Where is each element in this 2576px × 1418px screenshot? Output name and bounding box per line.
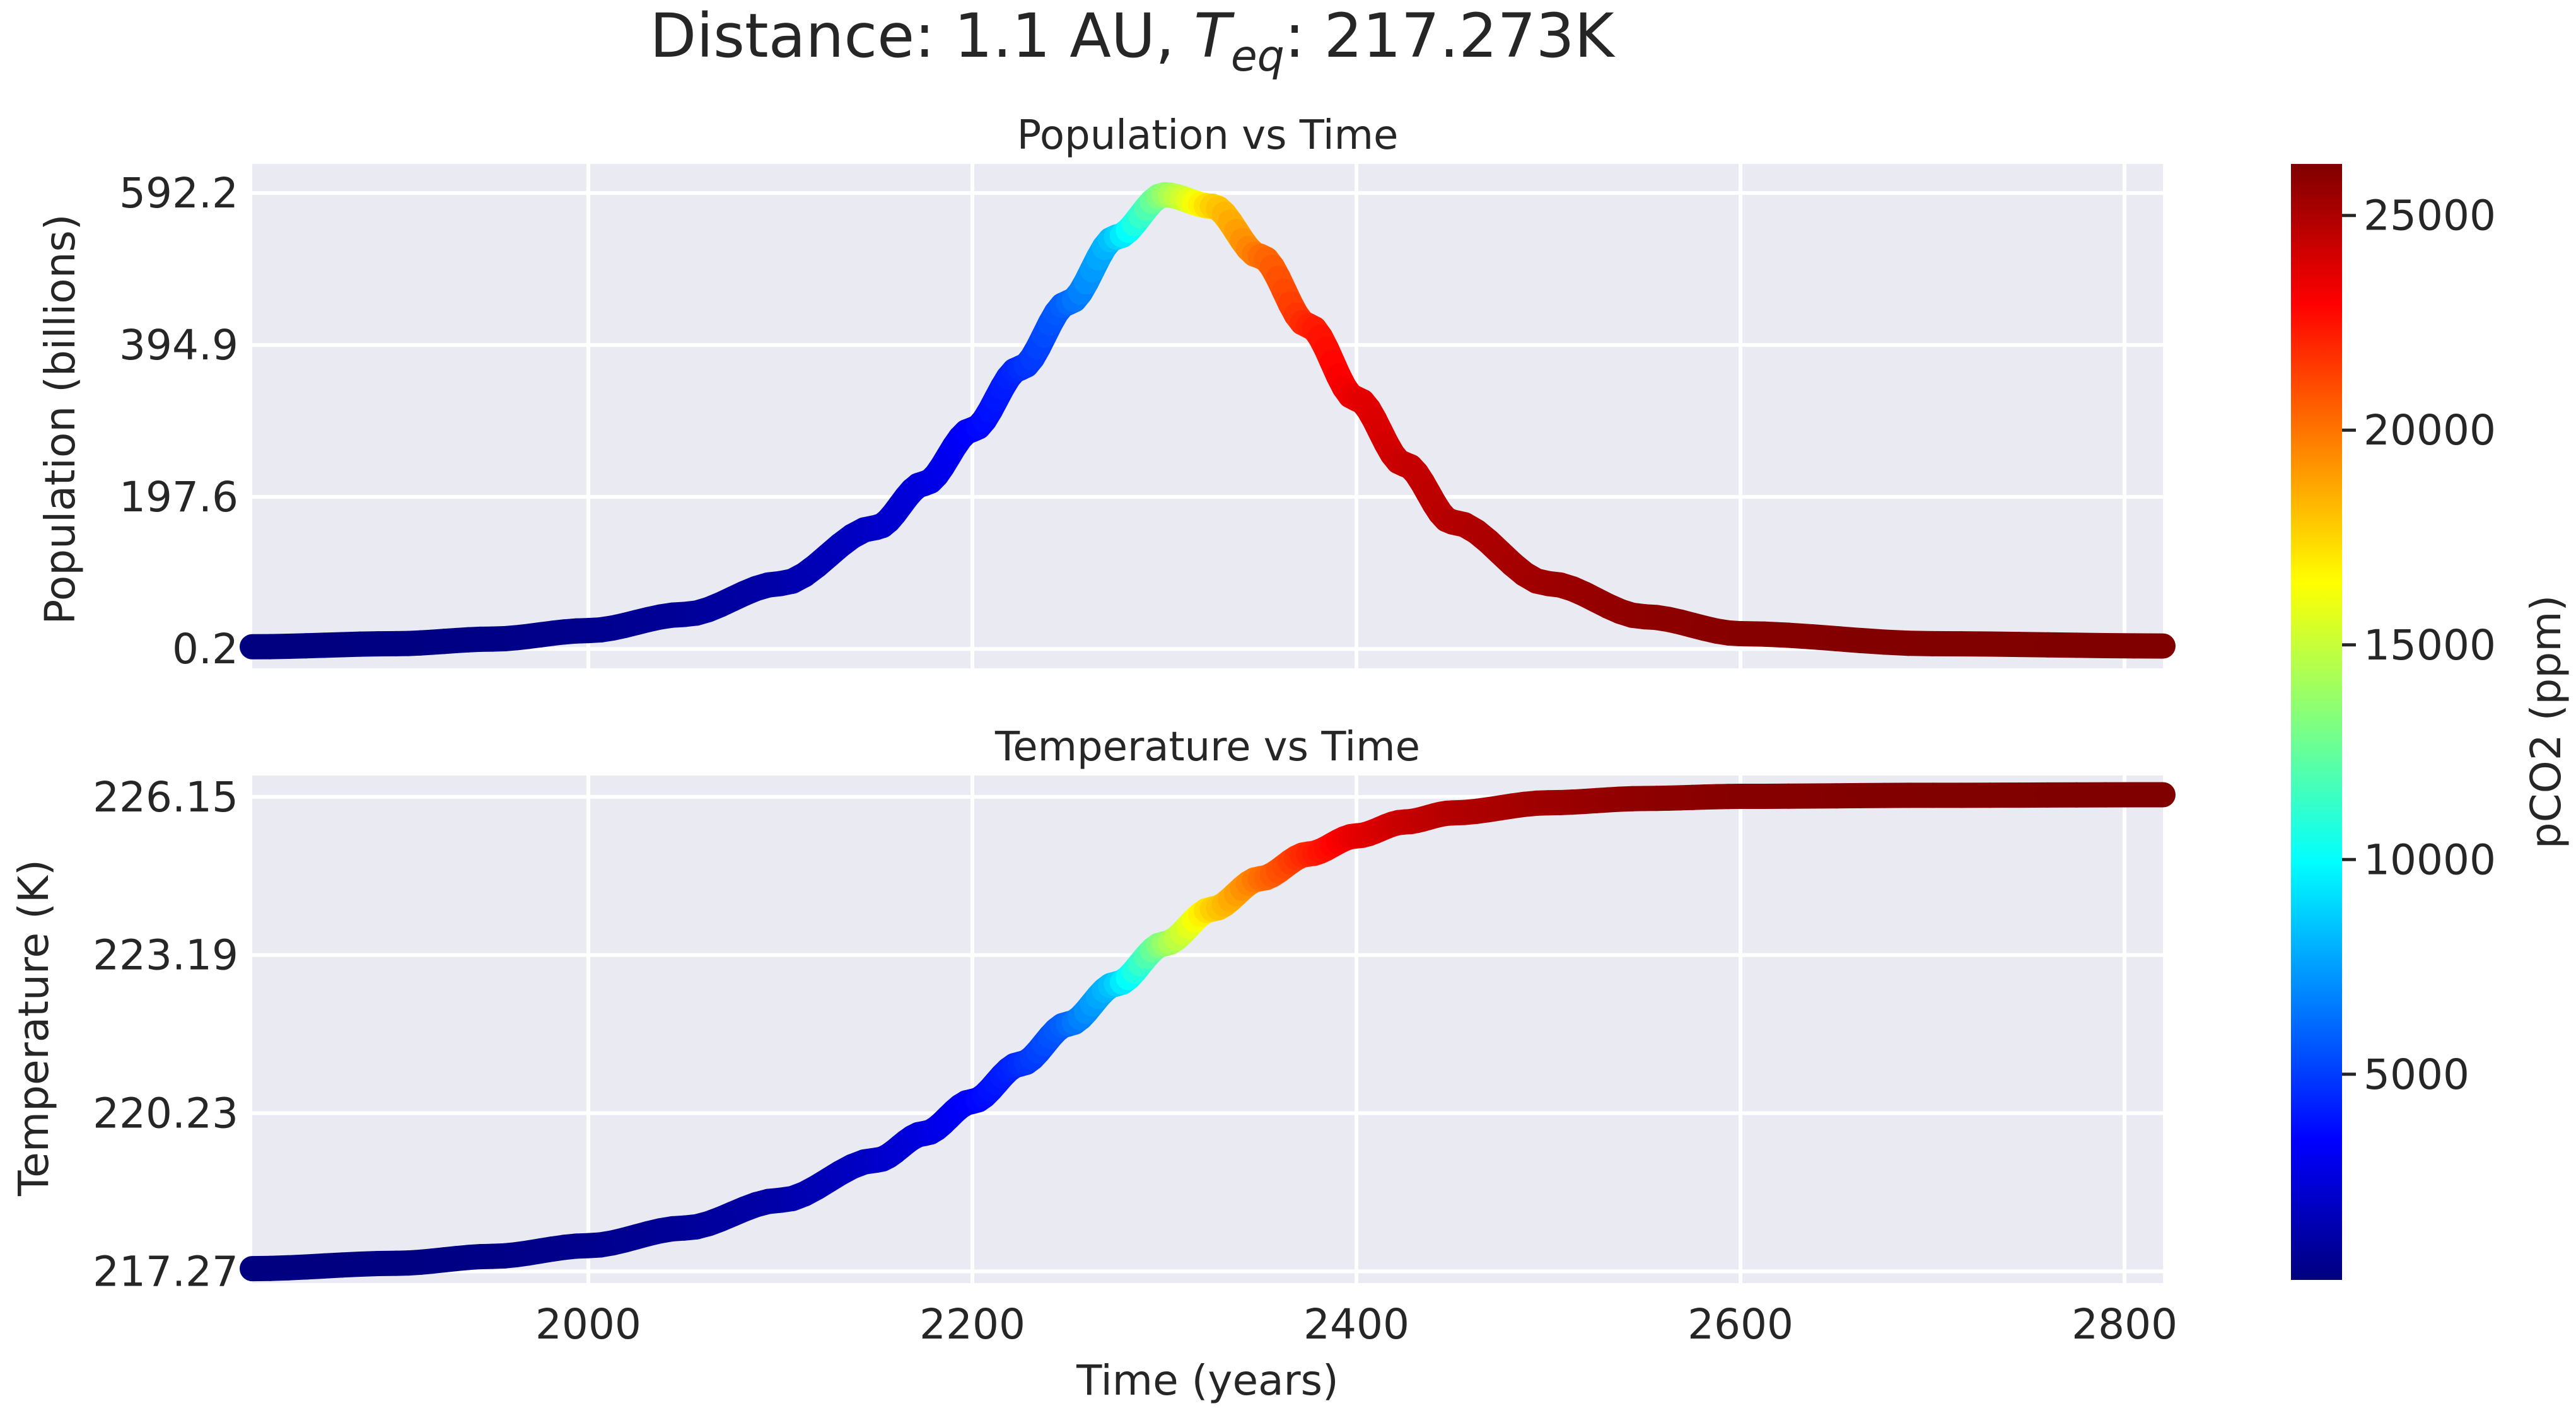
x-tick-label: 2400 — [1303, 1300, 1409, 1349]
colorbar: 5000 10000 15000 20000 25000 pCO2 (ppm) — [2291, 164, 2570, 1280]
population-chart-title: Population vs Time — [1017, 112, 1399, 159]
population-plot-area — [252, 164, 2163, 668]
x-tick-label: 2600 — [1687, 1300, 1793, 1349]
population-panel: 0.2 197.6 394.9 592.2 Population vs Time Po… — [36, 112, 2176, 673]
y-tick-label: 592.2 — [119, 169, 238, 218]
y-tick-label: 394.9 — [119, 321, 238, 369]
colorbar-ticks: 5000 10000 15000 20000 25000 — [2342, 192, 2496, 1099]
x-tick-label: 2800 — [2072, 1300, 2177, 1349]
x-tick-label: 2200 — [919, 1300, 1025, 1349]
temperature-panel: 217.27 220.23 223.19 226.15 2000 2200 2400 260… — [9, 724, 2177, 1405]
y-tick-label: 226.15 — [93, 773, 238, 822]
temperature-chart-title: Temperature vs Time — [994, 724, 1420, 770]
figure-title-suffix: : 217.273K — [1285, 1, 1616, 71]
colorbar-tick-label: 20000 — [2363, 406, 2496, 455]
figure-title-teq-subscript: eq — [1231, 32, 1285, 81]
y-tick-label: 223.19 — [93, 931, 238, 980]
y-tick-label: 0.2 — [172, 625, 238, 673]
time-x-axis-label: Time (years) — [1076, 1356, 1339, 1405]
temperature-y-ticks: 217.27 220.23 223.19 226.15 — [93, 773, 238, 1296]
time-x-ticks: 2000 2200 2400 2600 2800 — [535, 1300, 2177, 1349]
population-line — [240, 182, 2176, 660]
figure-title-teq-symbol: T — [1194, 1, 1235, 71]
colorbar-tick-label: 10000 — [2363, 835, 2496, 884]
colorbar-label: pCO2 (ppm) — [2522, 595, 2570, 849]
population-y-axis-label: Population (billions) — [36, 214, 85, 624]
colorbar-tick-label: 25000 — [2363, 192, 2496, 240]
colorbar-tick-label: 15000 — [2363, 621, 2496, 670]
y-tick-label: 197.6 — [119, 473, 238, 521]
figure-title-prefix: Distance: 1.1 AU, — [650, 1, 1194, 71]
y-tick-label: 220.23 — [93, 1090, 238, 1138]
temperature-y-axis-label: Temperature (K) — [9, 859, 58, 1197]
figure-title: Distance: 1.1 AU, Teq: 217.273K — [650, 1, 1615, 81]
temperature-line — [240, 782, 2176, 1282]
y-tick-label: 217.27 — [93, 1247, 238, 1296]
population-y-ticks: 0.2 197.6 394.9 592.2 — [119, 169, 238, 673]
colorbar-tick-label: 5000 — [2363, 1050, 2469, 1099]
temperature-plot-area — [252, 776, 2163, 1283]
x-tick-label: 2000 — [535, 1300, 641, 1349]
colorbar-gradient — [2291, 164, 2342, 1280]
